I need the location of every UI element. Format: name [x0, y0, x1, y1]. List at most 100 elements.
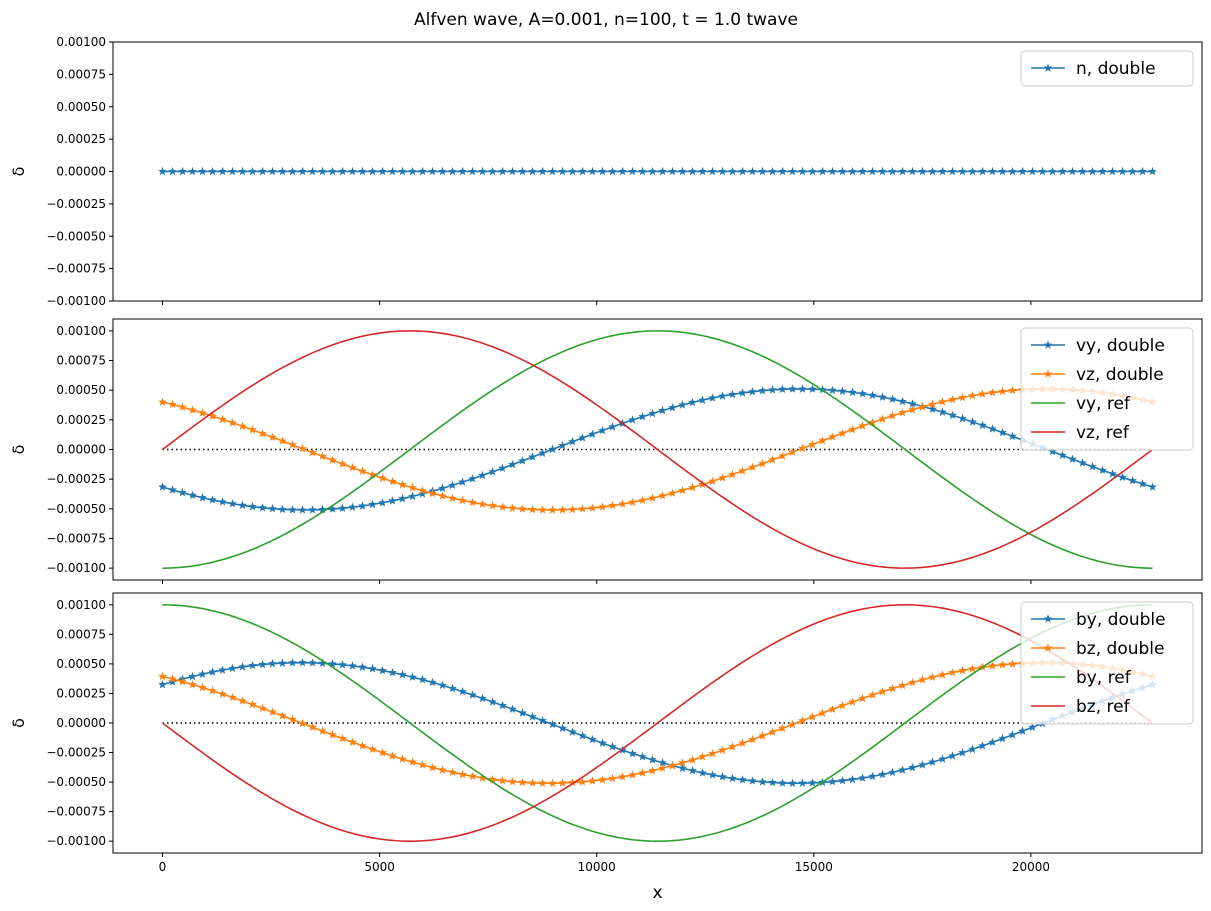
data-point: [698, 395, 707, 404]
data-point: [968, 391, 977, 400]
data-point: [378, 498, 387, 507]
y-tick-label: −0.00050: [46, 502, 106, 516]
data-point: [438, 491, 447, 500]
legend-item: bz, ref: [1031, 697, 1131, 717]
data-point: [628, 166, 637, 176]
data-point: [518, 777, 527, 787]
figure-title: Alfven wave, A=0.001, n=100, t = 1.0 twa…: [414, 10, 798, 30]
legend-item: vy, double: [1031, 336, 1165, 356]
data-point: [158, 482, 167, 491]
y-tick-label: 0.00075: [56, 627, 106, 641]
data-point: [548, 719, 557, 729]
data-point: [188, 166, 197, 176]
data-point: [158, 397, 167, 406]
data-point: [848, 774, 857, 784]
y-tick-label: 0.00075: [56, 354, 106, 368]
y-tick-label: −0.00075: [46, 531, 106, 545]
data-point: [548, 505, 557, 514]
data-point: [888, 683, 897, 693]
data-point: [638, 495, 647, 505]
data-point: [258, 428, 267, 438]
data-point: [938, 166, 947, 176]
data-point: [818, 385, 827, 394]
y-tick-label: −0.00025: [46, 197, 106, 211]
data-point: [548, 166, 557, 176]
data-point: [708, 770, 717, 779]
data-point: [528, 712, 537, 721]
data-point: [428, 488, 437, 498]
data-point: [758, 166, 767, 176]
legend-item: by, ref: [1031, 668, 1132, 688]
data-point: [708, 476, 717, 485]
data-point: [668, 761, 677, 770]
data-point: [848, 424, 857, 434]
legend-label: by, double: [1076, 610, 1166, 630]
data-point: [338, 166, 347, 176]
series-line: [162, 330, 1153, 569]
data-point: [848, 166, 857, 176]
data-point: [218, 497, 227, 506]
data-point: [208, 495, 217, 504]
data-point: [1118, 472, 1127, 482]
legend-label: by, ref: [1076, 668, 1132, 688]
data-point: [688, 166, 697, 176]
data-point: [568, 166, 577, 176]
y-tick-label: −0.00025: [46, 746, 106, 760]
series-vy-ref: [162, 330, 1153, 569]
data-point: [888, 767, 897, 777]
data-point: [668, 403, 677, 412]
data-point: [258, 166, 267, 176]
panels: −0.00100 −0.00075 −0.00050 −0.00025 0.00000 0…: [9, 35, 1203, 903]
data-point: [1038, 166, 1047, 176]
data-point: [728, 742, 737, 751]
data-point: [698, 768, 707, 777]
data-point: [188, 405, 197, 414]
data-point: [678, 485, 687, 495]
data-point: [1148, 166, 1157, 176]
data-point: [988, 387, 997, 397]
data-point: [398, 494, 407, 503]
y-tick-label: 0.00025: [56, 413, 106, 427]
data-point: [788, 719, 797, 729]
data-point: [518, 504, 527, 513]
data-point: [768, 727, 777, 736]
data-point: [1098, 465, 1107, 475]
data-point: [758, 777, 767, 786]
data-point: [348, 737, 357, 746]
data-point: [608, 422, 617, 431]
data-point: [648, 755, 657, 764]
data-point: [338, 733, 347, 743]
data-point: [568, 778, 577, 787]
data-point: [908, 763, 917, 772]
data-point: [378, 473, 387, 482]
data-point: [538, 448, 547, 457]
data-point: [498, 463, 507, 472]
data-point: [1048, 446, 1057, 456]
data-point: [968, 664, 977, 673]
data-point: [258, 659, 267, 669]
y-tick-label: 0.00025: [56, 132, 106, 146]
data-point: [288, 714, 297, 724]
data-point: [768, 455, 777, 464]
data-point: [648, 166, 657, 176]
data-point: [798, 166, 807, 176]
legend-item: n, double: [1031, 59, 1156, 79]
data-point: [758, 459, 767, 468]
data-point: [808, 384, 817, 393]
legend-marker: [1043, 369, 1053, 378]
series-line: [162, 661, 1153, 785]
data-point: [168, 674, 177, 683]
data-point: [458, 495, 467, 505]
data-point: [598, 738, 607, 747]
data-point: [1118, 166, 1127, 176]
data-point: [678, 758, 687, 767]
data-point: [468, 166, 477, 176]
data-point: [988, 737, 997, 746]
data-point: [498, 776, 507, 785]
data-point: [798, 443, 807, 453]
data-point: [948, 667, 957, 677]
data-point: [748, 166, 757, 176]
data-point: [1008, 385, 1017, 395]
data-point: [1138, 166, 1147, 176]
data-point: [318, 658, 327, 667]
